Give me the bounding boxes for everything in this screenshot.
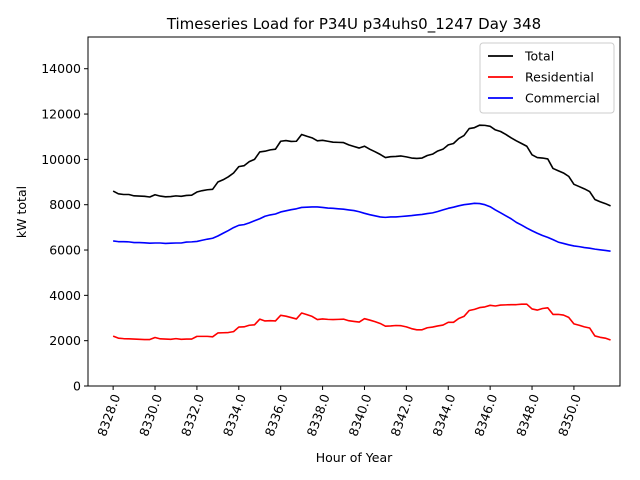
y-tick-label: 0 bbox=[73, 379, 81, 394]
series-line-residential bbox=[112, 303, 611, 341]
legend: Total Residential Commercial bbox=[479, 42, 615, 114]
legend-box bbox=[479, 42, 615, 114]
y-tick-label: 2000 bbox=[49, 333, 81, 348]
legend-label-residential: Residential bbox=[525, 70, 594, 85]
chart-title: Timeseries Load for P34U p34uhs0_1247 Da… bbox=[166, 15, 541, 34]
y-tick-label: 10000 bbox=[41, 152, 81, 167]
y-axis: 0 2000 4000 6000 8000 10000 12000 14000 bbox=[41, 61, 88, 394]
legend-label-total: Total bbox=[524, 49, 554, 64]
y-tick-label: 14000 bbox=[41, 61, 81, 76]
series-line-total bbox=[112, 124, 611, 207]
series-line-commercial bbox=[113, 202, 611, 252]
y-tick-label: 12000 bbox=[41, 107, 81, 122]
x-axis-label: Hour of Year bbox=[316, 450, 393, 465]
series-lines bbox=[112, 124, 611, 341]
legend-label-commercial: Commercial bbox=[525, 91, 600, 106]
y-tick-label: 6000 bbox=[49, 243, 81, 258]
y-tick-label: 4000 bbox=[49, 288, 81, 303]
y-axis-label: kW total bbox=[14, 186, 29, 238]
y-tick-label: 8000 bbox=[49, 197, 81, 212]
